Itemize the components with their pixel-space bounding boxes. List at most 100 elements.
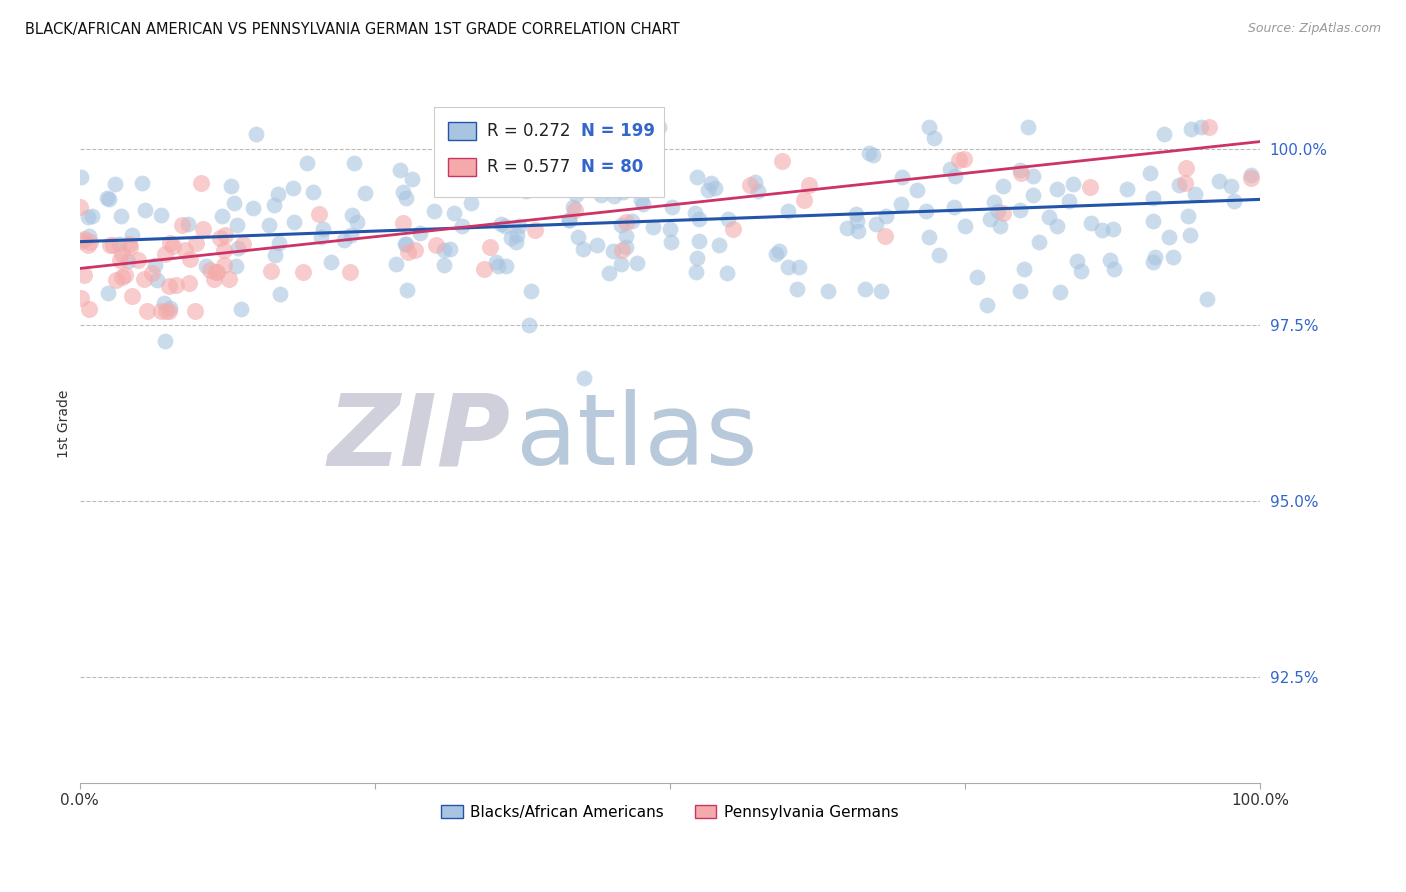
Point <box>395 237 418 252</box>
FancyBboxPatch shape <box>449 122 477 139</box>
Point <box>1223 194 1246 208</box>
Point <box>572 242 595 256</box>
Text: Source: ZipAtlas.com: Source: ZipAtlas.com <box>1247 22 1381 36</box>
Point <box>392 185 415 199</box>
Point <box>423 203 446 218</box>
Point <box>1017 120 1039 135</box>
Point <box>520 284 543 298</box>
Point <box>610 257 633 271</box>
Point <box>602 244 624 259</box>
Point <box>155 303 177 318</box>
Point <box>922 131 945 145</box>
Text: BLACK/AFRICAN AMERICAN VS PENNSYLVANIA GERMAN 1ST GRADE CORRELATION CHART: BLACK/AFRICAN AMERICAN VS PENNSYLVANIA G… <box>25 22 681 37</box>
Point <box>555 146 578 161</box>
Point <box>343 156 366 170</box>
Point <box>648 120 671 135</box>
Point <box>943 200 966 214</box>
Point <box>486 259 509 273</box>
Point <box>558 213 581 227</box>
Point <box>392 215 415 229</box>
Point <box>242 201 264 215</box>
Point <box>704 181 727 195</box>
Point <box>77 228 100 243</box>
Point <box>1178 227 1201 242</box>
Point <box>70 292 93 306</box>
Point <box>396 245 419 260</box>
Point <box>1046 182 1069 196</box>
Point <box>862 148 884 162</box>
Point <box>686 251 709 265</box>
Point <box>1091 223 1114 237</box>
Point <box>976 298 998 312</box>
Point <box>69 235 91 249</box>
Point <box>433 244 456 258</box>
Point <box>183 303 205 318</box>
Point <box>614 240 637 254</box>
Point <box>207 265 229 279</box>
Point <box>205 265 228 279</box>
Point <box>70 170 93 185</box>
Point <box>508 219 530 234</box>
Point <box>928 248 950 262</box>
Point <box>1062 177 1084 191</box>
Point <box>955 219 977 234</box>
Point <box>1028 235 1050 249</box>
Point <box>281 181 304 195</box>
Point <box>269 235 291 250</box>
Point <box>506 227 529 242</box>
Point <box>76 238 98 252</box>
Point <box>1008 162 1031 177</box>
Point <box>564 187 586 202</box>
Point <box>875 209 897 223</box>
Point <box>301 185 323 199</box>
Point <box>190 176 212 190</box>
Point <box>1189 120 1212 135</box>
Point <box>179 277 201 291</box>
Point <box>610 218 633 232</box>
Point <box>917 120 939 135</box>
Point <box>865 217 887 231</box>
Point <box>1240 168 1263 182</box>
Point <box>425 237 447 252</box>
Point <box>938 161 960 176</box>
Point <box>630 193 652 207</box>
Point <box>686 169 709 184</box>
Point <box>505 235 527 249</box>
Point <box>111 246 134 260</box>
Point <box>485 255 508 269</box>
Point <box>340 227 363 242</box>
Point <box>1010 285 1032 299</box>
Point <box>515 184 537 198</box>
Point <box>1010 166 1032 180</box>
Point <box>292 264 315 278</box>
Point <box>121 228 143 243</box>
Point <box>170 218 193 232</box>
Point <box>150 208 173 222</box>
FancyBboxPatch shape <box>433 107 664 197</box>
Point <box>586 238 609 252</box>
Point <box>891 170 914 185</box>
Point <box>776 203 799 218</box>
Point <box>991 179 1014 194</box>
Point <box>79 235 101 249</box>
Point <box>214 243 236 257</box>
Point <box>991 206 1014 220</box>
Point <box>101 238 124 252</box>
Point <box>162 239 184 253</box>
Legend: Blacks/African Americans, Pennsylvania Germans: Blacks/African Americans, Pennsylvania G… <box>434 798 904 826</box>
Point <box>835 220 858 235</box>
Text: ZIP: ZIP <box>328 390 510 486</box>
Point <box>661 200 683 214</box>
Text: N = 80: N = 80 <box>581 158 644 176</box>
Point <box>1142 255 1164 269</box>
Point <box>439 242 461 256</box>
Text: atlas: atlas <box>516 390 758 486</box>
Point <box>1102 222 1125 236</box>
Point <box>73 232 96 246</box>
Point <box>104 273 127 287</box>
Point <box>697 183 720 197</box>
Point <box>232 237 254 252</box>
Point <box>165 278 187 293</box>
Point <box>1240 171 1263 186</box>
Point <box>340 208 363 222</box>
